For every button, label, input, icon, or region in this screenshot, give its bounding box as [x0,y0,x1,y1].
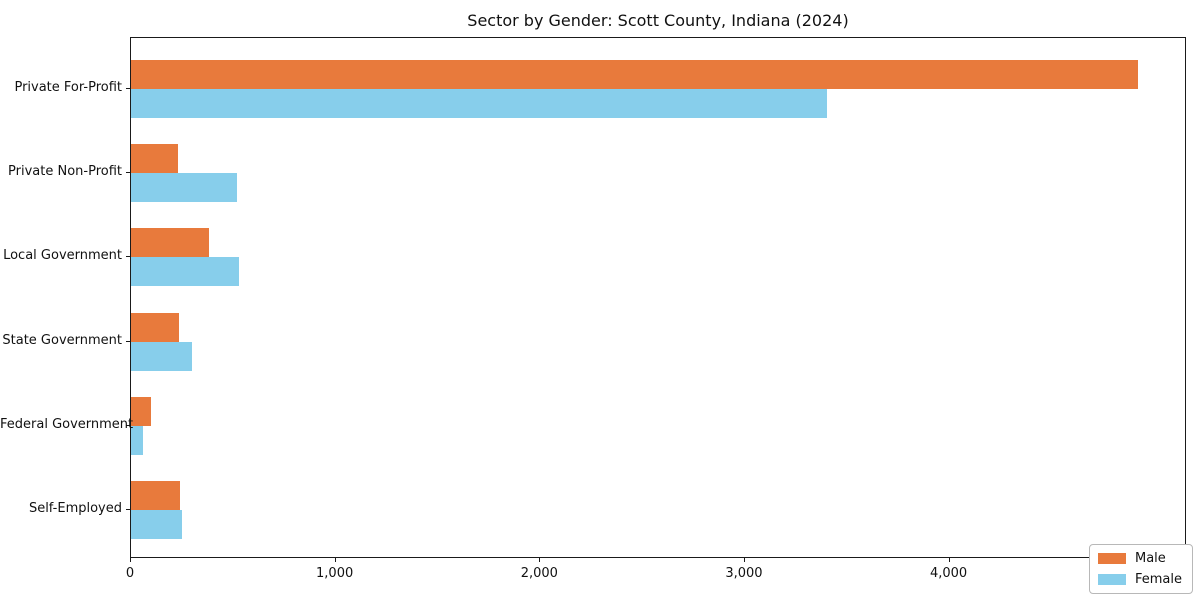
bar-female-state-government [131,341,193,371]
bar-male-private-non-profit [131,144,179,174]
x-tick-mark [539,558,541,562]
legend-label-male: Male [1134,551,1166,566]
x-tick-label-2-000: 2,000 [520,566,558,581]
legend-item-male: Male [1097,551,1182,566]
bar-male-state-government [131,312,180,342]
x-tick-mark [130,558,131,562]
y-tick-mark [126,172,130,174]
legend: Male Female [1088,544,1193,594]
y-tick-label-federal-government: Federal Government [0,416,134,432]
bar-female-self-employed [131,510,183,539]
x-tick-mark [743,558,745,562]
bar-male-self-employed [131,481,181,510]
legend-label-female: Female [1134,572,1182,587]
y-tick-label-private-non-profit: Private Non-Profit [8,164,122,180]
y-tick-label-state-government: State Government [2,332,122,348]
bar-male-federal-government [131,396,152,426]
y-tick-mark [126,256,130,258]
x-tick-mark [334,558,336,562]
bar-male-private-for-profit [131,60,1138,89]
y-tick-mark [126,88,130,89]
x-tick-mark [948,558,950,562]
y-tick-mark [126,424,130,426]
chart-title: Sector by Gender: Scott County, Indiana … [467,11,849,30]
y-tick-label-self-employed: Self-Employed [28,501,122,516]
legend-swatch-male [1097,553,1126,564]
bar-female-federal-government [131,425,144,455]
x-tick-label-1-000: 1,000 [316,566,354,581]
legend-item-female: Female [1097,572,1182,587]
x-tick-label-3-000: 3,000 [725,566,763,581]
bar-female-private-for-profit [131,89,827,118]
legend-swatch-female [1097,574,1126,585]
y-tick-label-local-government: Local Government [3,248,122,264]
bar-male-local-government [131,228,209,258]
bar-female-private-non-profit [131,173,238,203]
x-tick-label-4-000: 4,000 [929,566,968,581]
y-tick-label-private-for-profit: Private For-Profit [14,80,122,95]
x-tick-label-0: 0 [125,566,135,581]
y-tick-mark [126,340,130,342]
plot-area [130,37,1186,558]
y-tick-mark [126,509,130,510]
bar-female-local-government [131,257,240,287]
